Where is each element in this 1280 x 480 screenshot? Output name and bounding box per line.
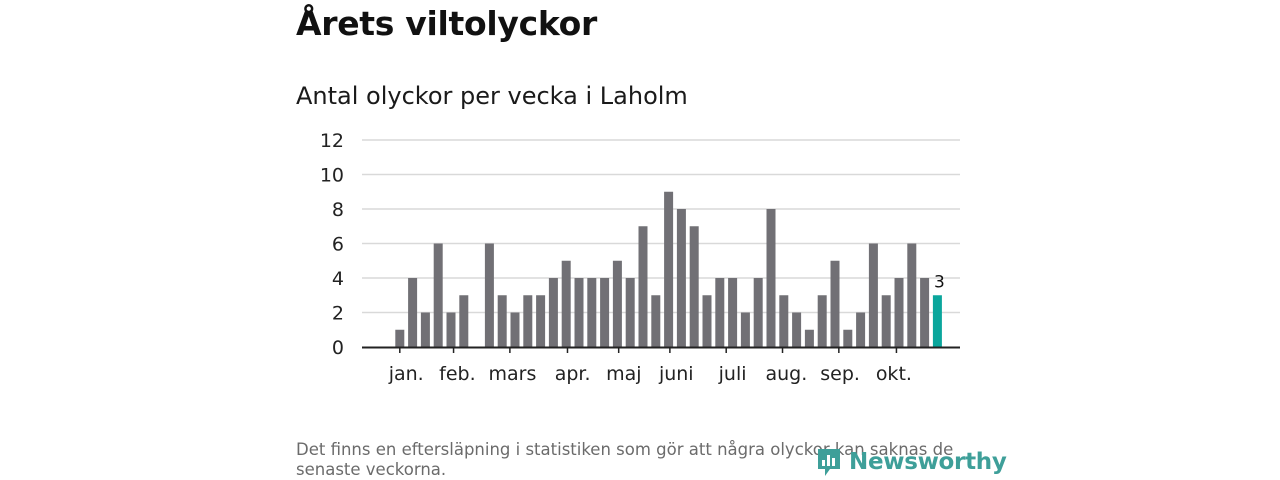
chart-subtitle: Antal olyckor per vecka i Laholm xyxy=(296,82,688,110)
y-tick-label: 10 xyxy=(320,165,344,187)
bar xyxy=(497,295,507,347)
bar xyxy=(830,260,840,347)
bar xyxy=(446,312,456,347)
bar xyxy=(881,295,891,347)
bar xyxy=(651,295,661,347)
bar xyxy=(792,312,802,347)
newsworthy-brand: Newsworthy xyxy=(815,446,1007,478)
bar xyxy=(548,278,558,347)
bar xyxy=(702,295,712,347)
bar xyxy=(420,312,430,347)
x-tick-label: jan. xyxy=(388,363,424,385)
bar xyxy=(612,260,622,347)
x-tick-label: aug. xyxy=(765,363,807,385)
bar xyxy=(536,295,546,347)
brand-name: Newsworthy xyxy=(849,449,1007,475)
bar xyxy=(920,278,930,347)
bar xyxy=(459,295,469,347)
bar xyxy=(561,260,571,347)
x-tick-label: apr. xyxy=(555,363,591,385)
bar xyxy=(638,226,648,347)
highlighted-bar xyxy=(932,295,942,347)
bar xyxy=(523,295,533,347)
y-tick-label: 0 xyxy=(332,337,344,359)
y-tick-label: 2 xyxy=(332,303,344,325)
y-tick-label: 12 xyxy=(320,130,344,152)
x-tick-label: juni xyxy=(658,363,694,385)
bar xyxy=(433,243,443,347)
x-tick-label: maj xyxy=(606,363,641,385)
x-tick-label: mars xyxy=(489,363,537,385)
newsworthy-logo-icon xyxy=(818,449,840,476)
bar xyxy=(753,278,763,347)
x-tick-label: juli xyxy=(718,363,747,385)
x-tick-label: sep. xyxy=(820,363,860,385)
bar xyxy=(625,278,635,347)
bar xyxy=(587,278,597,347)
bar xyxy=(715,278,725,347)
x-tick-label: feb. xyxy=(439,363,475,385)
chart-title: Årets viltolyckor xyxy=(296,4,597,43)
bar xyxy=(664,191,674,347)
bar xyxy=(856,312,866,347)
y-tick-label: 6 xyxy=(332,234,344,256)
bar xyxy=(868,243,878,347)
bar xyxy=(574,278,584,347)
bar xyxy=(728,278,738,347)
bar xyxy=(766,209,776,347)
bar xyxy=(510,312,520,347)
highlight-data-label: 3 xyxy=(934,272,945,292)
bar xyxy=(395,329,405,347)
bar xyxy=(817,295,827,347)
bar xyxy=(600,278,610,347)
x-tick-label: okt. xyxy=(876,363,912,385)
y-tick-label: 8 xyxy=(332,199,344,221)
bar xyxy=(740,312,750,347)
bar xyxy=(676,209,686,347)
footnote: Det finns en eftersläpning i statistiken… xyxy=(296,440,954,479)
bar xyxy=(484,243,494,347)
bar xyxy=(689,226,699,347)
bar xyxy=(907,243,917,347)
bar xyxy=(894,278,904,347)
weekly-accidents-bar-chart: 0 2 4 6 8 10 12 3 jan. feb. mars apr. maj juni juli aug… xyxy=(320,130,960,385)
y-tick-label: 4 xyxy=(332,268,344,290)
bar xyxy=(843,329,853,347)
bar xyxy=(804,329,814,347)
bar xyxy=(408,278,418,347)
bar xyxy=(779,295,789,347)
